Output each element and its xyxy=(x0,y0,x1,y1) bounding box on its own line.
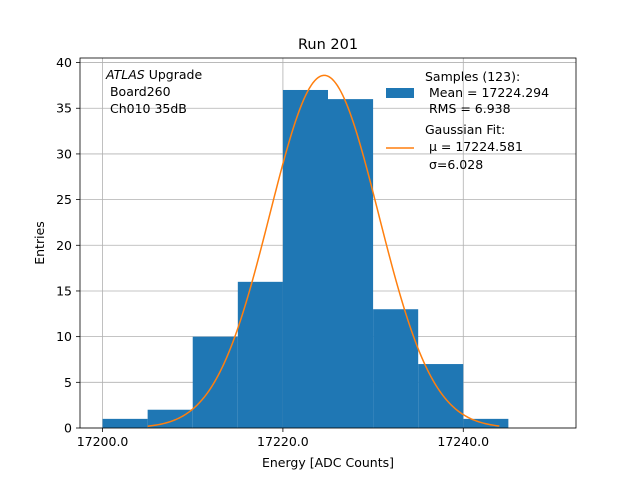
y-tick-label: 0 xyxy=(64,421,72,436)
x-tick-label: 17200.0 xyxy=(77,434,129,449)
annotation-atlas: ATLAS xyxy=(105,67,145,82)
x-axis-label: Energy [ADC Counts] xyxy=(262,455,394,470)
histogram-bar xyxy=(418,364,464,428)
y-tick-label: 35 xyxy=(56,101,72,116)
y-tick-label: 30 xyxy=(56,146,72,161)
histogram-bar xyxy=(102,418,148,428)
histogram-bar xyxy=(237,281,283,428)
gaussian-fit-curve xyxy=(147,74,500,427)
histogram-bar xyxy=(147,409,193,428)
y-tick-label: 10 xyxy=(56,329,72,344)
y-tick-label: 25 xyxy=(56,192,72,207)
y-tick-label: 5 xyxy=(64,375,72,390)
y-tick-label: 20 xyxy=(56,238,72,253)
x-tick-label: 17240.0 xyxy=(437,434,489,449)
annotation-text: ATLAS Upgrade Board260 Ch010 35dB xyxy=(105,67,202,116)
y-axis-label: Entries xyxy=(32,221,47,265)
legend-samples-line-3: RMS = 6.938 xyxy=(425,101,511,116)
histogram-bar xyxy=(328,99,374,428)
y-tick-label: 15 xyxy=(56,283,72,298)
histogram-bar xyxy=(373,309,419,428)
chart-title: Run 201 xyxy=(298,37,358,53)
legend-samples-line-2: Mean = 17224.294 xyxy=(425,85,549,100)
y-tick-label: 40 xyxy=(56,55,72,70)
legend-fit-line-2: μ = 17224.581 xyxy=(425,139,523,154)
legend-fit-line-3: σ=6.028 xyxy=(425,157,483,172)
y-axis-ticks: 0 5 10 15 20 25 30 35 40 xyxy=(56,55,80,436)
plot-frame xyxy=(79,57,577,429)
histogram-bars xyxy=(102,89,509,428)
legend-samples-line-1: Samples (123): xyxy=(425,69,520,84)
x-tick-label: 17220.0 xyxy=(257,434,309,449)
histogram-bar xyxy=(282,89,328,428)
legend-samples-swatch xyxy=(386,88,414,98)
annotation-line-1: ATLAS Upgrade xyxy=(105,67,202,82)
legend-fit-line-1: Gaussian Fit: xyxy=(425,122,505,137)
annotation-line-3: Ch010 35dB xyxy=(106,101,187,116)
legend: Samples (123): Mean = 17224.294 RMS = 6.… xyxy=(386,69,549,172)
annotation-upgrade: Upgrade xyxy=(145,67,203,82)
annotation-line-2: Board260 xyxy=(106,84,171,99)
histogram-bar xyxy=(192,336,238,428)
x-axis-ticks: 17200.0 17220.0 17240.0 xyxy=(77,428,489,449)
